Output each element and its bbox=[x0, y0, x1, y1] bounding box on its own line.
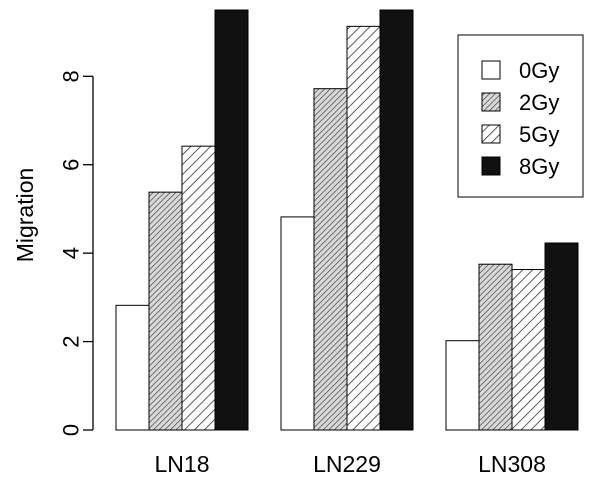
legend-swatch bbox=[481, 156, 501, 176]
x-category-label: LN18 bbox=[155, 451, 210, 477]
y-tick-label: 4 bbox=[59, 247, 84, 259]
bar-ln308-0gy bbox=[445, 340, 480, 431]
y-tick-label: 2 bbox=[59, 335, 84, 347]
bar-ln308-8gy bbox=[544, 242, 579, 431]
bar-ln308-5gy bbox=[511, 269, 546, 431]
bar-ln229-0gy bbox=[280, 216, 315, 431]
bar-ln229-5gy bbox=[346, 25, 381, 431]
bars bbox=[115, 9, 579, 431]
y-tick-label: 0 bbox=[59, 424, 84, 436]
legend-label: 8Gy bbox=[519, 154, 559, 179]
x-category-labels: LN18 LN229 LN308 bbox=[155, 451, 546, 477]
legend-box bbox=[457, 34, 584, 198]
bar-ln229-8gy bbox=[379, 9, 414, 431]
y-tick-label: 6 bbox=[59, 159, 84, 171]
y-axis: 0 2 4 6 8 bbox=[59, 70, 94, 436]
legend: 0Gy 2Gy 5Gy 8Gy bbox=[457, 34, 584, 198]
legend-swatch bbox=[481, 124, 501, 144]
legend-swatch bbox=[481, 60, 501, 80]
legend-swatch bbox=[481, 92, 501, 112]
x-category-label: LN308 bbox=[478, 451, 546, 477]
legend-label: 2Gy bbox=[519, 90, 559, 115]
y-axis-title: Migration bbox=[12, 168, 38, 263]
bar-ln18-8gy bbox=[214, 9, 249, 431]
legend-label: 0Gy bbox=[519, 58, 559, 83]
legend-label: 5Gy bbox=[519, 122, 559, 147]
bar-ln229-2gy bbox=[313, 88, 348, 431]
y-tick-label: 8 bbox=[59, 70, 84, 82]
bar-ln18-0gy bbox=[115, 304, 150, 431]
x-category-label: LN229 bbox=[313, 451, 381, 477]
bar-ln18-5gy bbox=[181, 145, 216, 431]
bar-ln308-2gy bbox=[478, 263, 513, 431]
bar-ln18-2gy bbox=[148, 191, 183, 431]
